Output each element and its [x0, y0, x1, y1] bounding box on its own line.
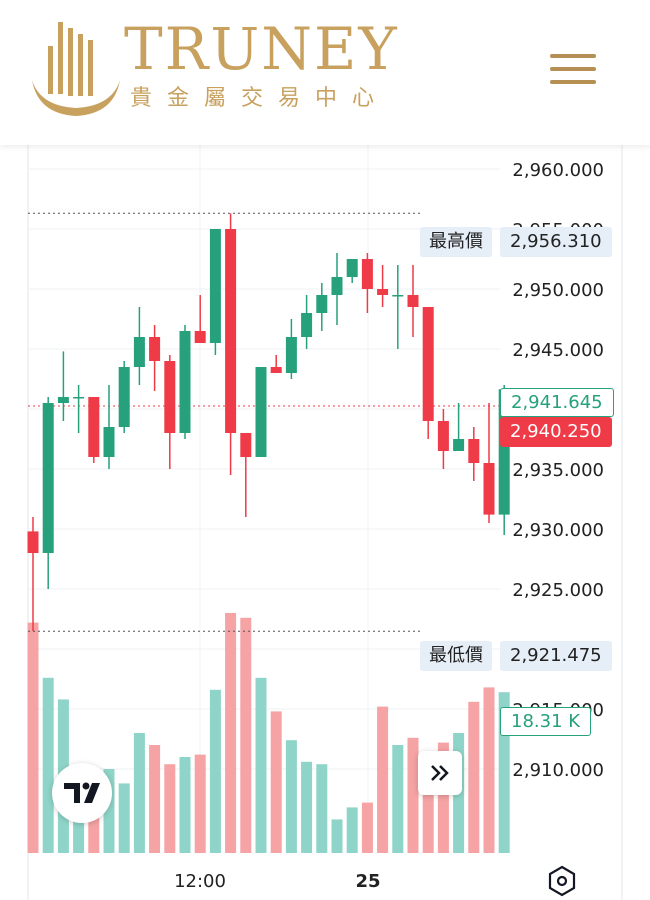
candle-body	[73, 397, 85, 399]
volume-bar	[468, 701, 480, 853]
volume-tag: 18.31 K	[500, 707, 592, 736]
candle-body	[57, 397, 69, 403]
volume-bar	[225, 613, 237, 853]
volume-bar	[422, 752, 434, 853]
candle-body	[346, 259, 358, 277]
volume-bar	[392, 745, 404, 853]
low-price-label: 最低價	[420, 641, 492, 671]
tradingview-logo-icon[interactable]	[52, 763, 112, 823]
high-price-tag: 2,956.310	[500, 227, 612, 257]
y-tick-label: 2,925.000	[512, 580, 604, 601]
current-price-tag: 2,941.645	[500, 388, 614, 417]
y-tick-label: 2,960.000	[512, 160, 604, 181]
volume-bar	[240, 617, 252, 853]
volume-bar	[316, 764, 328, 853]
volume-bar	[194, 754, 206, 853]
hamburger-menu-icon[interactable]	[548, 52, 598, 86]
volume-bar	[301, 761, 313, 853]
volume-bar	[377, 706, 389, 853]
double-chevron-right-icon[interactable]	[418, 751, 462, 795]
volume-bar	[361, 802, 373, 853]
candle-body	[331, 277, 343, 295]
y-tick-label: 2,950.000	[512, 280, 604, 301]
candle-body	[498, 389, 510, 515]
volume-bar	[255, 677, 267, 853]
candle-body	[103, 427, 115, 457]
site-header: TRUNEY 貴金屬交易中心	[0, 0, 650, 145]
volume-bar	[27, 622, 39, 853]
candle-body	[225, 229, 237, 433]
hexagon-settings-icon[interactable]	[544, 863, 580, 899]
volume-bar	[164, 764, 176, 853]
candle-body	[133, 337, 145, 367]
volume-bar	[285, 740, 297, 853]
candle-body	[209, 229, 221, 343]
volume-bar	[437, 742, 449, 853]
candle-body	[392, 295, 404, 297]
candle-body	[42, 403, 54, 553]
candle-body	[422, 307, 434, 421]
volume-bar	[498, 692, 510, 853]
candle-body	[164, 361, 176, 433]
candle-body	[453, 439, 465, 451]
x-tick-label: 25	[355, 871, 380, 892]
high-price-label: 最高價	[420, 227, 492, 257]
candle-body	[255, 367, 267, 457]
candle-body	[316, 295, 328, 313]
candle-body	[285, 337, 297, 373]
candle-body	[483, 463, 495, 515]
candle-body	[118, 367, 130, 427]
volume-bar	[270, 711, 282, 853]
volume-bar	[407, 737, 419, 853]
candle-body	[407, 295, 419, 307]
candle-body	[179, 331, 191, 433]
candle-body	[27, 531, 39, 553]
candle-body	[301, 313, 313, 337]
x-tick-label: 12:00	[174, 871, 226, 892]
y-tick-label: 2,945.000	[512, 340, 604, 361]
brand-name: TRUNEY	[124, 15, 399, 83]
y-tick-label: 2,910.000	[512, 760, 604, 781]
last-price-tag: 2,940.250	[500, 417, 612, 447]
volume-bar	[133, 733, 145, 853]
volume-bar	[103, 769, 115, 853]
volume-bar	[42, 677, 54, 853]
volume-bar	[179, 757, 191, 853]
volume-bar	[209, 689, 221, 853]
y-tick-label: 2,930.000	[512, 520, 604, 541]
volume-bar	[149, 745, 161, 853]
candle-body	[468, 439, 480, 463]
candle-body	[240, 433, 252, 457]
brand-subtitle: 貴金屬交易中心	[130, 86, 390, 111]
volume-bar	[346, 807, 358, 853]
candle-body	[437, 421, 449, 451]
volume-bar	[118, 783, 130, 853]
candle-body	[270, 367, 282, 373]
columns-crest-icon	[32, 22, 120, 116]
candle-body	[88, 397, 100, 457]
candle-body	[194, 331, 206, 343]
candle-body	[377, 289, 389, 295]
volume-bar	[483, 687, 495, 853]
candle-body	[149, 337, 161, 361]
volume-bar	[331, 819, 343, 853]
price-chart[interactable]: 2,960.0002,955.0002,950.0002,945.0002,94…	[0, 145, 650, 900]
candle-body	[361, 259, 373, 289]
y-tick-label: 2,935.000	[512, 460, 604, 481]
low-price-tag: 2,921.475	[500, 641, 612, 671]
